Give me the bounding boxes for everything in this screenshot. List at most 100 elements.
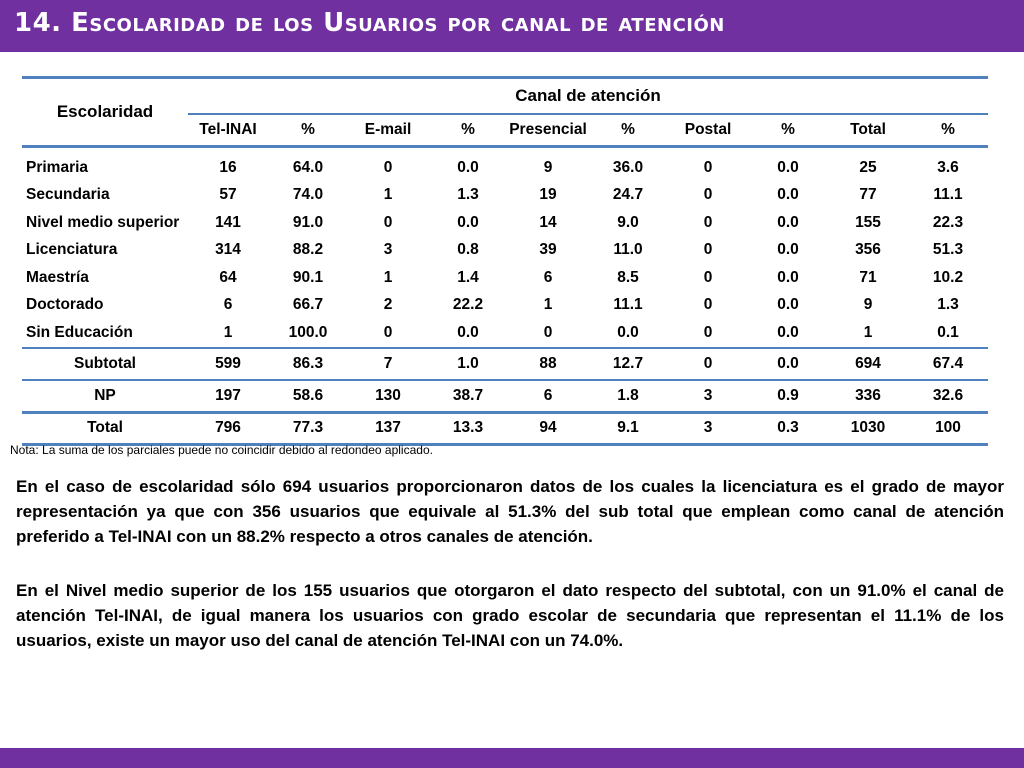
table-cell: 1.3	[457, 186, 479, 204]
column-header: %	[588, 113, 668, 147]
row-label: NP	[94, 386, 116, 404]
table-cell: 0	[703, 186, 713, 204]
table-cell: 0.0	[777, 186, 799, 204]
table-cell: 0	[703, 241, 713, 259]
table-cell: 155	[855, 213, 881, 231]
table-cell: 0.0	[777, 213, 799, 231]
table-cell: 0	[383, 213, 393, 231]
column-header: %	[908, 113, 989, 147]
row-label: Licenciatura	[26, 241, 118, 259]
table-cell: 0	[703, 213, 713, 231]
table-row: Licenciatura 314 88.2 3 0.8 39 11.0 0 0.…	[22, 237, 988, 265]
table-cell: 0.0	[617, 323, 639, 341]
column-header: Total	[828, 113, 908, 147]
column-header: %	[428, 113, 508, 147]
table-row: Sin Educación 1 100.0 0 0.0 0 0.0 0 0.0 …	[22, 319, 988, 348]
table-cell: 796	[215, 419, 241, 436]
table-note: Nota: La suma de los parciales puede no …	[10, 443, 433, 457]
row-label: Maestría	[26, 268, 89, 286]
table-cell: 88	[539, 354, 557, 372]
table-cell: 9.1	[617, 419, 639, 436]
table-cell: 0	[703, 158, 713, 176]
table-cell: 130	[375, 386, 401, 404]
table-cell: 22.2	[452, 296, 484, 314]
bottom-bar	[0, 748, 1024, 768]
table-cell: 0	[703, 296, 713, 314]
table-cell: 91.0	[292, 213, 324, 231]
table-cell: 137	[375, 419, 401, 436]
table-cell: 16	[219, 158, 237, 176]
table-cell: 356	[855, 241, 881, 259]
table-row: Primaria 16 64.0 0 0.0 9 36.0 0 0.0 25 3…	[22, 146, 989, 182]
table-cell: 0	[543, 323, 553, 341]
paragraph-1: En el caso de escolaridad sólo 694 usuar…	[16, 477, 1004, 546]
table-cell: 0.0	[777, 241, 799, 259]
table-cell: 9	[543, 158, 553, 176]
table-cell: 90.1	[292, 268, 324, 286]
table-cell: 0.0	[777, 268, 799, 286]
table-cell: 1.0	[457, 354, 479, 372]
row-label: Sin Educación	[26, 323, 133, 341]
table-row: Maestría 64 90.1 1 1.4 6 8.5 0 0.0 71 10…	[22, 264, 988, 292]
table-cell: 24.7	[612, 186, 644, 204]
table-cell: 64.0	[292, 158, 324, 176]
table-cell: 0	[383, 323, 393, 341]
row-label: Doctorado	[26, 296, 104, 314]
table-cell: 0.0	[777, 158, 799, 176]
column-header: %	[748, 113, 828, 147]
table-cell: 25	[859, 158, 877, 176]
table-cell: 88.2	[292, 241, 324, 259]
column-header: Tel-INAI	[188, 113, 268, 147]
total-row: Total 796 77.3 137 13.3 94 9.1 3 0.3 103…	[22, 412, 989, 444]
schooling-table: Escolaridad Canal de atención Tel-INAI %…	[22, 76, 989, 446]
table-cell: 71	[859, 268, 877, 286]
table-cell: 0	[703, 323, 713, 341]
table-cell: 0.0	[457, 213, 479, 231]
table-cell: 11.1	[933, 186, 963, 204]
table-cell: 197	[215, 386, 241, 404]
table-cell: 86.3	[292, 354, 324, 372]
table-cell: 0.0	[457, 323, 479, 341]
table-cell: 1.4	[457, 268, 479, 286]
table-cell: 0.0	[457, 158, 479, 176]
table-cell: 13.3	[452, 419, 484, 436]
row-label: Subtotal	[74, 354, 136, 372]
table-cell: 141	[215, 213, 241, 231]
table-cell: 74.0	[292, 186, 324, 204]
table-cell: 58.6	[292, 386, 324, 404]
table-cell: 7	[383, 354, 393, 372]
table-cell: 0.0	[777, 354, 799, 372]
table-cell: 1	[383, 186, 393, 204]
column-header: E-mail	[348, 113, 428, 147]
row-label: Primaria	[26, 158, 89, 176]
table-cell: 314	[215, 241, 241, 259]
table-row: Nivel medio superior 141 91.0 0 0.0 14 9…	[22, 209, 988, 237]
table-cell: 9.0	[617, 213, 639, 231]
table-cell: 0.9	[777, 386, 799, 404]
paragraph-2: En el Nivel medio superior de los 155 us…	[16, 581, 1004, 650]
table-cell: 9	[863, 296, 873, 314]
table-cell: 67.4	[932, 354, 964, 372]
table-cell: 1.3	[937, 296, 959, 314]
table-cell: 14	[539, 213, 557, 231]
table-cell: 6	[543, 386, 553, 404]
group-header-canal: Canal de atención	[188, 76, 989, 114]
table-cell: 57	[219, 186, 237, 204]
table-cell: 0	[383, 158, 393, 176]
table-cell: 336	[855, 386, 881, 404]
table-cell: 94	[539, 419, 557, 436]
table-cell: 19	[539, 186, 557, 204]
schooling-table-container: Escolaridad Canal de atención Tel-INAI %…	[22, 76, 989, 446]
table-cell: 0.0	[777, 296, 799, 314]
table-cell: 8.5	[617, 268, 639, 286]
table-cell: 1	[223, 323, 233, 341]
table-cell: 77.3	[292, 419, 324, 436]
column-header: Presencial	[508, 113, 588, 147]
table-cell: 6	[543, 268, 553, 286]
table-cell: 1	[863, 323, 873, 341]
table-cell: 10.2	[932, 268, 964, 286]
table-cell: 1.8	[617, 386, 639, 404]
column-header: Postal	[668, 113, 748, 147]
table-cell: 3	[703, 386, 713, 404]
table-cell: 11.0	[613, 241, 643, 259]
